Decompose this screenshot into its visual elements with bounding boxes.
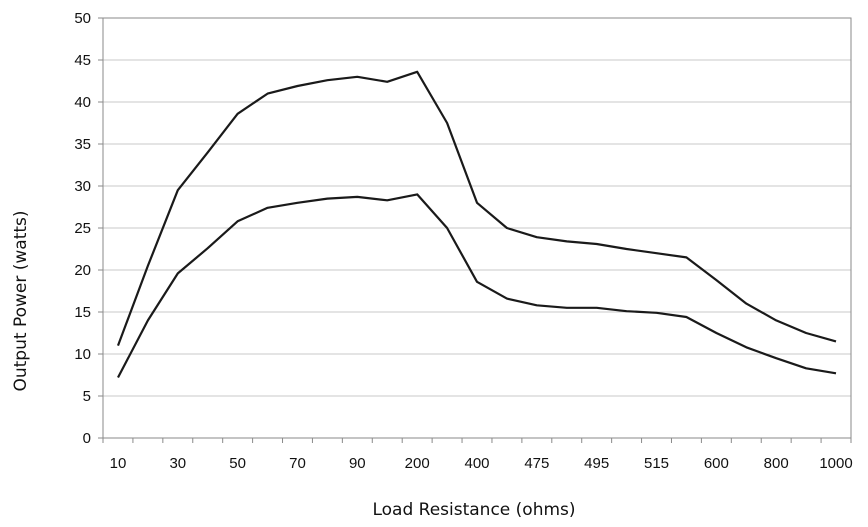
y-tick-label: 40	[74, 94, 91, 111]
y-tick-label: 25	[74, 220, 91, 237]
y-tick-label: 15	[74, 304, 91, 321]
y-axis: 0 5 10 15 20 25 30 35 40 45 50	[74, 10, 103, 447]
x-tick-label: 30	[169, 455, 186, 472]
x-tick-label: 475	[524, 455, 549, 472]
y-tick-label: 45	[74, 52, 91, 69]
y-tick-label: 5	[83, 388, 91, 405]
x-axis: 10 30 50 70 90 200 400 475 495 515 600 800 1000	[102, 438, 853, 472]
x-tick-label: 600	[704, 455, 729, 472]
x-tick-label: 1000	[819, 455, 852, 472]
y-tick-label: 30	[74, 178, 91, 195]
x-tick-label: 200	[405, 455, 430, 472]
x-tick-label: 70	[289, 455, 306, 472]
x-tick-label: 495	[584, 455, 609, 472]
x-tick-label: 50	[229, 455, 246, 472]
y-axis-title: Output Power (watts)	[11, 210, 31, 391]
y-tick-label: 10	[74, 346, 91, 363]
y-tick-label: 0	[83, 430, 91, 447]
gridlines	[103, 17, 851, 439]
y-tick-label: 35	[74, 136, 91, 153]
series-lines	[116, 70, 837, 379]
series-line-1	[116, 70, 837, 346]
series-line-2	[117, 193, 837, 379]
x-tick-label: 800	[764, 455, 789, 472]
x-tick-label: 515	[644, 455, 669, 472]
y-tick-label: 20	[74, 262, 91, 279]
x-tick-label: 10	[110, 455, 127, 472]
x-tick-label: 400	[464, 455, 489, 472]
y-tick-label: 50	[74, 10, 91, 27]
x-tick-label: 90	[349, 455, 366, 472]
x-axis-title: Load Resistance (ohms)	[372, 500, 575, 520]
